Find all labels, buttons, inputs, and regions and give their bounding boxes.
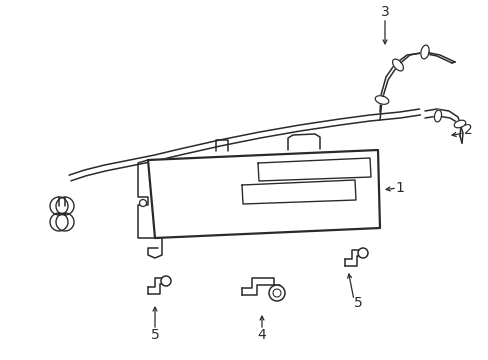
Text: 3: 3 [380,5,388,19]
Circle shape [357,248,367,258]
Circle shape [139,199,146,207]
Polygon shape [258,158,370,181]
Circle shape [272,289,281,297]
Text: 4: 4 [257,328,266,342]
Text: 5: 5 [353,296,362,310]
Polygon shape [242,180,355,204]
Polygon shape [374,96,388,104]
Circle shape [161,276,171,286]
Text: 5: 5 [150,328,159,342]
Polygon shape [148,150,379,238]
Text: 2: 2 [463,123,471,137]
Circle shape [268,285,285,301]
Polygon shape [433,110,441,122]
Polygon shape [453,120,465,128]
Text: 1: 1 [395,181,404,195]
Polygon shape [392,59,403,71]
Polygon shape [420,45,428,59]
